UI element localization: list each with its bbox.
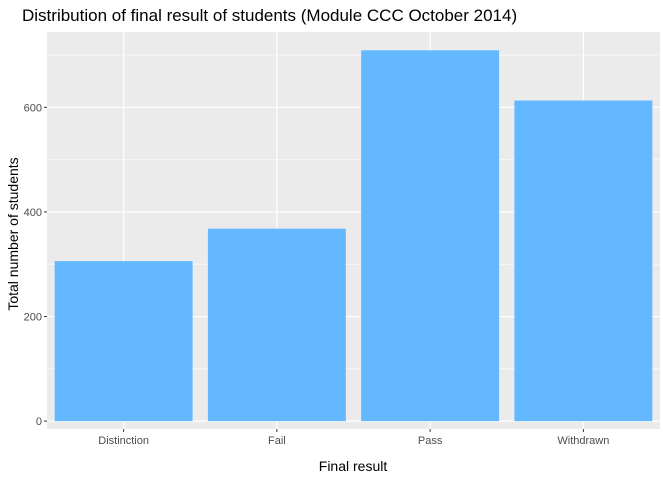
y-tick-label: 0 xyxy=(36,416,42,428)
chart-title: Distribution of final result of students… xyxy=(22,6,517,25)
plot-area: 0 200 400 600 Distinction Fail Pass Withdrawn xyxy=(24,32,660,447)
y-axis-title: Total number of students xyxy=(5,157,21,310)
x-tick-label: Pass xyxy=(418,435,443,447)
x-tick-label: Withdrawn xyxy=(557,435,609,447)
bar-fail xyxy=(207,228,346,422)
bar-pass xyxy=(361,50,500,422)
x-tick-label: Fail xyxy=(268,435,286,447)
bar-distinction xyxy=(54,261,193,422)
y-tick-label: 400 xyxy=(24,207,42,219)
bar-withdrawn xyxy=(514,100,653,422)
x-axis-title: Final result xyxy=(319,458,388,474)
y-tick-label: 200 xyxy=(24,312,42,324)
x-tick-label: Distinction xyxy=(98,435,149,447)
y-tick-label: 600 xyxy=(24,102,42,114)
